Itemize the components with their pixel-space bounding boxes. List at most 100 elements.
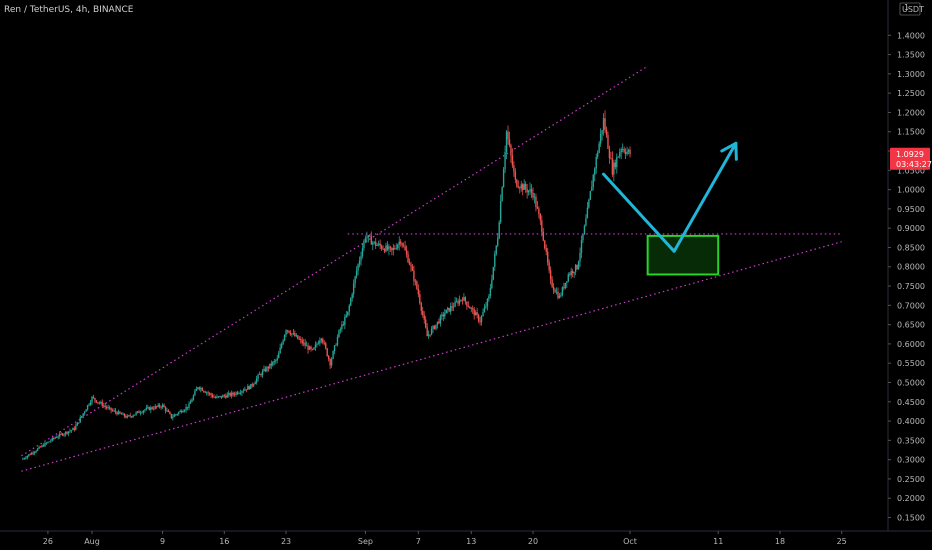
candle-body <box>516 179 518 187</box>
lower-trendline[interactable] <box>21 241 842 472</box>
candle-body <box>347 311 349 316</box>
candle-body <box>442 314 445 317</box>
support-zone-box[interactable] <box>646 234 720 276</box>
candle-body <box>398 241 400 245</box>
candle-body <box>326 348 328 357</box>
candle-body <box>217 396 220 398</box>
candle-body <box>514 171 517 180</box>
candle-body <box>36 448 39 451</box>
candle-body <box>195 388 198 391</box>
candle-body <box>238 393 240 394</box>
candle-body <box>133 414 136 416</box>
candle-body <box>426 327 428 337</box>
candle-body <box>523 183 525 190</box>
candle-body <box>436 321 439 325</box>
candle-body <box>598 143 600 153</box>
candle-body <box>342 324 345 326</box>
candle-body <box>317 343 320 345</box>
price-tick-label: 0.7500 <box>897 282 925 291</box>
candle-body <box>219 395 221 397</box>
candle-body <box>532 192 534 198</box>
candle-body <box>513 165 515 172</box>
candle-body <box>208 393 211 395</box>
candle-body <box>333 345 336 352</box>
candle-body <box>402 245 405 247</box>
candle-body <box>226 394 228 398</box>
candle-body <box>454 301 456 307</box>
candle-body <box>53 438 55 439</box>
candle-body <box>194 390 196 396</box>
candle-body <box>557 291 559 298</box>
candle-body <box>120 413 123 415</box>
candle-body <box>106 406 108 408</box>
projection-arrow[interactable] <box>602 141 738 253</box>
candle-body <box>555 291 558 293</box>
candle-body <box>541 220 543 232</box>
candle-body <box>539 214 542 221</box>
candle-body <box>423 315 425 320</box>
candle-body <box>549 270 552 280</box>
candle-body <box>591 186 593 192</box>
candle-body <box>527 190 530 193</box>
candle-body <box>417 288 420 295</box>
candle-body <box>397 244 399 249</box>
candle-body <box>289 332 292 335</box>
candle-body <box>364 238 367 241</box>
candle-body <box>508 139 511 146</box>
candle-body <box>282 340 284 345</box>
candle-body <box>89 402 92 405</box>
candle-body <box>305 345 308 347</box>
candle-body <box>386 245 389 250</box>
candle-body <box>172 416 174 419</box>
candle-body <box>58 433 61 437</box>
candle-body <box>128 415 130 417</box>
candle-body <box>505 131 508 153</box>
candle-body <box>122 413 124 415</box>
candle-body <box>566 281 568 283</box>
candle-body <box>260 374 262 376</box>
candle-body <box>430 328 433 335</box>
candle-body <box>51 438 54 441</box>
candle-body <box>22 458 24 460</box>
candle-body <box>186 406 189 408</box>
candle-body <box>294 333 296 337</box>
candle-body <box>25 457 27 459</box>
candle-body <box>354 276 356 284</box>
candle-body <box>576 264 578 269</box>
candle-body <box>103 405 105 407</box>
candle-countdown: 03:43:27 <box>896 160 932 169</box>
price-tick-label: 1.0500 <box>897 166 925 175</box>
candle-body <box>225 395 227 398</box>
candle-body <box>323 342 325 344</box>
candle-body <box>458 299 461 304</box>
candle-body <box>175 414 177 416</box>
upper-trendline[interactable] <box>21 65 648 457</box>
candle-body <box>178 412 180 415</box>
arrow-head <box>720 141 738 161</box>
candle-body <box>408 262 411 265</box>
candle-body <box>307 345 309 350</box>
candle-body <box>23 458 26 460</box>
candle-body <box>511 155 514 166</box>
candle-body <box>147 407 149 409</box>
candle-body <box>355 270 358 277</box>
current-price-tag[interactable] <box>890 147 930 170</box>
candle-body <box>241 391 243 393</box>
currency-badge[interactable] <box>899 2 921 16</box>
candle-body <box>616 157 618 168</box>
candle-body <box>571 270 574 274</box>
candle-body <box>494 254 496 267</box>
candle-body <box>380 245 383 249</box>
price-tick-label: 0.1500 <box>897 513 925 522</box>
price-tick-label: 0.5000 <box>897 378 925 387</box>
candle-body <box>605 129 608 135</box>
candle-body <box>166 410 168 412</box>
candle-body <box>627 149 630 152</box>
candle-body <box>44 443 46 447</box>
candle-body <box>438 321 440 324</box>
candle-body <box>619 152 621 157</box>
candle-body <box>45 442 48 444</box>
candle-body <box>542 231 544 241</box>
